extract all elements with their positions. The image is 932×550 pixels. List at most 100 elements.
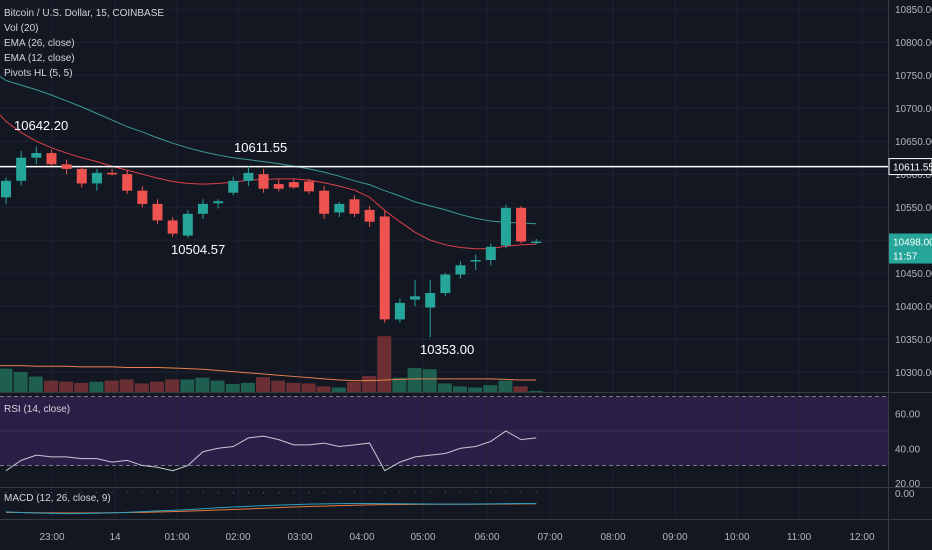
price-tick-label: 10650.00 — [895, 137, 932, 148]
macd-histogram-bar — [81, 492, 83, 493]
candle-body — [228, 180, 239, 193]
macd-histogram-bar — [323, 492, 325, 494]
macd-histogram-bar — [187, 492, 189, 493]
macd-pane — [5, 492, 537, 515]
volume-bar — [74, 382, 89, 392]
volume-bar — [43, 380, 58, 392]
candle-body — [197, 203, 208, 214]
volume-bars — [0, 336, 543, 392]
candle-body — [500, 207, 511, 246]
macd-histogram-bar — [126, 492, 128, 493]
volume-bar — [392, 377, 407, 392]
price-tick-label: 10800.00 — [895, 38, 932, 49]
indicator-ema12[interactable]: EMA (12, close) — [4, 53, 75, 64]
indicator-legend: Bitcoin / U.S. Dollar, 15, COINBASE Vol … — [4, 6, 164, 81]
volume-bar — [437, 383, 452, 392]
rsi-tick-label: 20.00 — [895, 479, 920, 490]
symbol-title[interactable]: Bitcoin / U.S. Dollar, 15, COINBASE — [4, 8, 165, 19]
volume-bar — [483, 385, 498, 392]
macd-histogram-bar — [520, 492, 522, 493]
level-price-text: 10611.55 — [893, 163, 932, 174]
price-tick-label: 10450.00 — [895, 269, 932, 280]
time-tick-label: 11:00 — [787, 532, 812, 543]
volume-bar — [165, 379, 180, 392]
indicator-pivots[interactable]: Pivots HL (5, 5) — [4, 68, 73, 79]
macd-histogram-bar — [444, 492, 446, 493]
last-price-text: 10498.00 — [893, 238, 932, 249]
candle-body — [61, 164, 72, 169]
volume-bar — [134, 383, 149, 392]
time-tick-label: 10:00 — [724, 532, 749, 543]
rsi-pane-label[interactable]: RSI (14, close) — [4, 404, 71, 415]
macd-histogram-bar — [369, 492, 371, 493]
time-tick-label: 06:00 — [474, 532, 499, 543]
candle-body — [531, 241, 542, 244]
macd-histogram-bar — [50, 492, 52, 493]
candle-body — [16, 157, 27, 181]
price-tick-label: 10850.00 — [895, 5, 932, 16]
pivot-labels: 10642.20 10611.55 10504.57 10353.00 — [14, 118, 474, 357]
candle-body — [167, 220, 178, 234]
macd-histogram-bar — [353, 492, 355, 493]
volume-bar — [119, 379, 134, 392]
volume-bar — [180, 379, 195, 392]
candle-body — [364, 209, 375, 222]
macd-histogram-bar — [157, 492, 158, 493]
candle-body — [440, 274, 451, 293]
price-tick-label: 10300.00 — [895, 368, 932, 379]
macd-histogram-bar — [399, 492, 401, 493]
macd-histogram-bar — [505, 492, 507, 493]
chart-grid — [0, 0, 888, 520]
pivot-label: 10642.20 — [14, 118, 68, 133]
volume-bar — [256, 377, 271, 392]
volume-bar — [59, 381, 74, 392]
volume-bar — [240, 382, 255, 392]
volume-bar — [89, 381, 104, 392]
volume-bar — [528, 390, 543, 392]
macd-histogram-bar — [308, 492, 310, 494]
macd-line — [5, 502, 537, 515]
macd-histogram-bar — [111, 492, 113, 493]
time-tick-label: 03:00 — [287, 532, 312, 543]
volume-bar — [195, 377, 210, 392]
pivot-label: 10504.57 — [171, 242, 225, 257]
price-tick-label: 10550.00 — [895, 203, 932, 214]
candle-body — [379, 216, 390, 320]
volume-bar — [362, 376, 377, 392]
macd-pane-label[interactable]: MACD (12, 26, close, 9) — [4, 493, 111, 504]
candle-body — [258, 174, 269, 189]
ema26-line — [0, 76, 537, 225]
volume-bar — [210, 380, 225, 392]
time-tick-label: 07:00 — [537, 532, 562, 543]
pivot-label: 10353.00 — [420, 342, 474, 357]
macd-histogram-bar — [202, 492, 204, 493]
candle-body — [410, 296, 421, 300]
macd-histogram-bar — [293, 492, 295, 494]
macd-histogram-bar — [20, 492, 22, 493]
macd-histogram-bar — [475, 492, 477, 493]
candle-body — [319, 190, 330, 214]
candle-body — [46, 153, 57, 165]
macd-histogram-bar — [490, 492, 492, 493]
volume-bar — [271, 380, 286, 392]
candle-body — [485, 246, 496, 260]
macd-histogram-bar — [429, 492, 431, 493]
macd-histogram-bar — [141, 492, 143, 493]
candle-body — [470, 260, 481, 262]
volume-bar — [150, 381, 164, 392]
volume-bar — [498, 380, 513, 392]
candle-body — [273, 184, 284, 189]
pivot-label: 10611.55 — [234, 140, 287, 155]
macd-histogram-bar — [247, 492, 249, 494]
volume-bar — [104, 380, 119, 392]
candle-body — [516, 207, 527, 242]
time-tick-label: 04:00 — [349, 532, 374, 543]
indicator-ema26[interactable]: EMA (26, close) — [4, 38, 75, 49]
price-tick-label: 10600.00 — [895, 170, 932, 181]
candle-body — [91, 172, 102, 184]
macd-tick-label: 0.00 — [895, 489, 915, 500]
indicator-vol[interactable]: Vol (20) — [4, 23, 39, 34]
candle-body — [107, 172, 118, 175]
time-tick-label: 02:00 — [225, 532, 250, 543]
